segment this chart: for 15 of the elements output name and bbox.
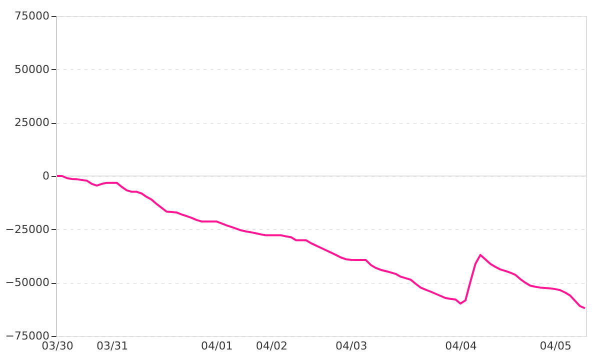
x-tick-label: 04/05 <box>540 340 572 352</box>
y-tick-label: −50000 <box>5 276 50 290</box>
x-tick-label: 03/31 <box>96 340 128 352</box>
x-tick-label: 04/02 <box>256 340 288 352</box>
y-tick-label: 25000 <box>14 116 50 130</box>
x-tick-label: 04/03 <box>336 340 368 352</box>
y-tick-label: 0 <box>42 170 50 182</box>
y-tick-label: 75000 <box>14 10 50 22</box>
y-tick-label: −25000 <box>5 222 50 236</box>
line-series <box>56 175 586 310</box>
x-tick-label: 04/01 <box>201 340 233 352</box>
x-tick-label: 03/30 <box>42 340 74 352</box>
x-tick-label: 04/04 <box>445 340 477 352</box>
y-tick-label: −75000 <box>5 330 50 342</box>
y-tick-label: 50000 <box>14 62 50 76</box>
